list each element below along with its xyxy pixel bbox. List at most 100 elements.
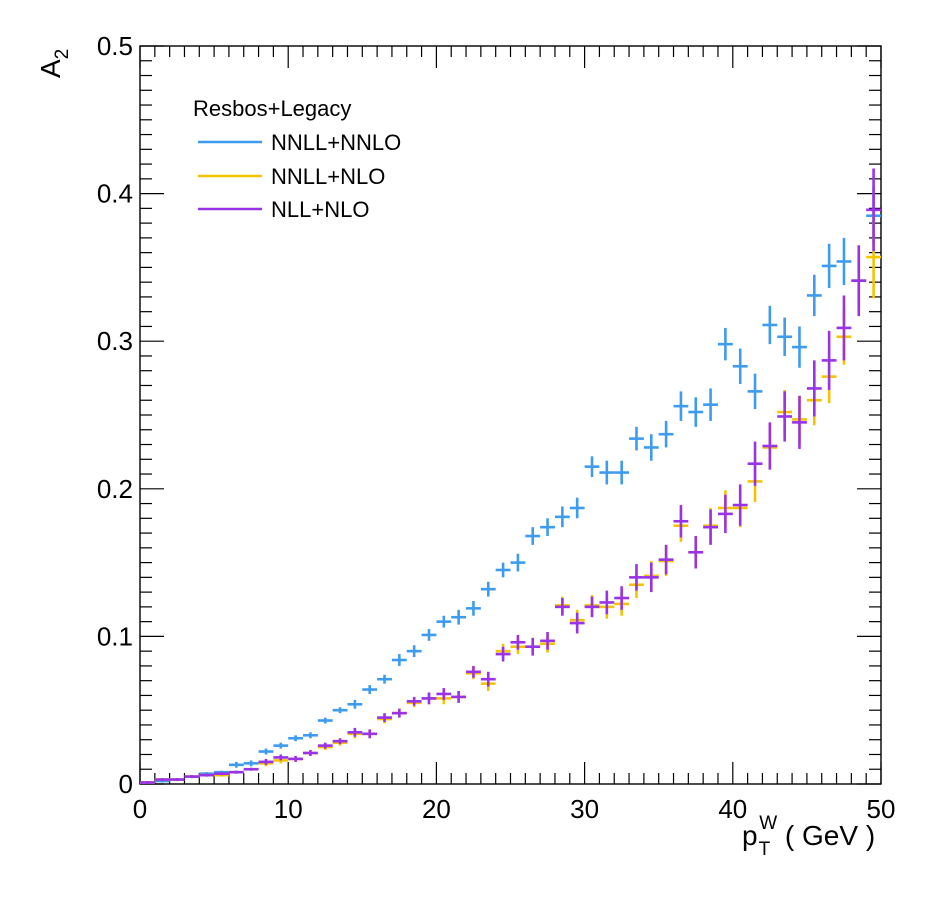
data-points — [140, 168, 881, 784]
data-point — [643, 434, 659, 461]
data-point — [688, 536, 704, 569]
data-point — [214, 772, 229, 776]
data-point — [184, 775, 200, 779]
data-point — [510, 634, 526, 650]
data-point — [154, 778, 170, 782]
data-point — [510, 553, 526, 572]
y-tick-label: 0.5 — [97, 31, 133, 61]
data-point — [347, 727, 363, 737]
data-point — [332, 707, 348, 714]
data-point — [140, 781, 155, 784]
data-point — [747, 373, 763, 410]
data-point — [243, 767, 259, 771]
data-point — [228, 770, 244, 774]
data-point — [836, 237, 852, 286]
data-point — [480, 581, 496, 597]
data-point — [540, 631, 555, 650]
data-point — [614, 460, 630, 485]
legend-label-nnll-nlo: NNLL+NLO — [271, 164, 385, 189]
data-point — [436, 688, 452, 700]
data-point — [614, 586, 630, 610]
data-point — [451, 609, 467, 625]
data-point — [732, 484, 748, 526]
x-axis-label: pTW ( GeV ) — [742, 813, 875, 860]
x-tick-label: 40 — [718, 794, 747, 824]
x-tick-label: 50 — [867, 794, 896, 824]
data-point — [762, 305, 778, 345]
data-point — [317, 742, 333, 749]
data-point — [540, 518, 555, 537]
x-tick-label: 20 — [422, 794, 451, 824]
y-tick-label: 0.2 — [97, 474, 133, 504]
y-tick-label: 0.4 — [97, 179, 133, 209]
data-point — [391, 708, 407, 718]
data-point — [688, 397, 704, 427]
legend-title: Resbos+Legacy — [193, 96, 351, 121]
data-point — [391, 654, 407, 666]
data-point — [554, 598, 570, 616]
data-point — [406, 696, 422, 706]
data-point — [332, 738, 348, 745]
data-point — [466, 600, 481, 616]
data-point — [836, 295, 852, 361]
y-axis-label: A2 — [35, 49, 73, 78]
data-point — [258, 748, 274, 755]
data-point — [317, 717, 333, 724]
data-point — [599, 590, 615, 615]
data-point — [169, 778, 185, 782]
series-nnll-nlo — [140, 215, 881, 784]
y-tick-label: 0.1 — [97, 621, 133, 651]
y-tick-label: 0.3 — [97, 326, 133, 356]
data-point — [303, 732, 318, 739]
data-point — [762, 422, 778, 470]
x-tick-label: 30 — [570, 794, 599, 824]
data-point — [777, 317, 793, 356]
data-point — [436, 615, 452, 628]
plot-border — [139, 45, 882, 785]
data-point — [717, 327, 733, 361]
data-point — [228, 761, 244, 768]
data-point — [554, 506, 570, 528]
x-tick-label: 10 — [274, 794, 303, 824]
data-point — [866, 168, 881, 252]
data-point — [273, 742, 289, 749]
data-point — [717, 494, 733, 534]
data-point — [495, 562, 511, 578]
data-point — [480, 671, 496, 687]
x-tick-label: 0 — [133, 794, 147, 824]
data-point — [806, 360, 822, 417]
data-point — [421, 629, 437, 641]
data-point — [406, 645, 422, 658]
axis-ticks — [139, 45, 882, 785]
data-point — [288, 755, 304, 762]
data-point — [821, 243, 837, 289]
data-point — [525, 637, 541, 656]
data-point — [495, 646, 511, 662]
data-point — [658, 420, 674, 448]
data-point — [199, 773, 215, 777]
data-point — [466, 665, 481, 678]
data-point — [629, 426, 644, 451]
data-point — [792, 395, 807, 449]
data-point — [792, 326, 807, 368]
data-point — [643, 562, 659, 593]
legend: Resbos+Legacy NNLL+NNLO NNLL+NLO NLL+NLO — [193, 96, 401, 222]
data-point — [362, 729, 378, 739]
data-point — [629, 564, 644, 591]
data-point — [362, 685, 378, 694]
data-point — [258, 758, 274, 765]
series-nnll-nnlo — [140, 186, 881, 784]
legend-label-nnll-nnlo: NNLL+NNLO — [271, 130, 401, 155]
data-point — [747, 441, 763, 486]
data-point — [421, 692, 437, 705]
data-point — [821, 330, 837, 390]
data-point — [673, 505, 689, 538]
legend-label-nll-nlo: NLL+NLO — [271, 197, 369, 222]
data-point — [703, 388, 718, 421]
data-point — [347, 699, 363, 709]
data-point — [732, 348, 748, 385]
data-point — [658, 544, 674, 575]
data-point — [569, 497, 585, 519]
data-point — [451, 691, 467, 703]
data-point — [851, 245, 867, 317]
